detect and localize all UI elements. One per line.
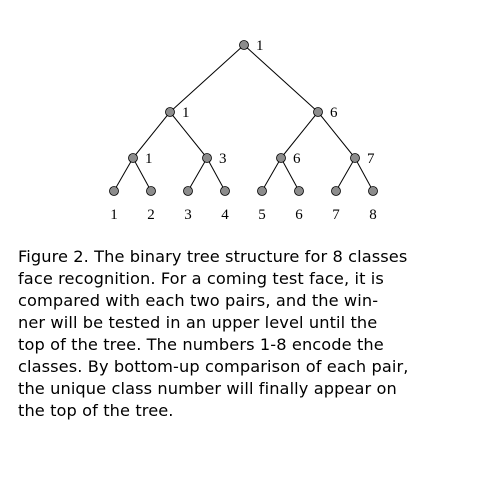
tree-leaf-node [331, 186, 341, 196]
caption-line: compared with each two pairs, and the wi… [18, 291, 379, 310]
caption-line: classes. By bottom-up comparison of each… [18, 357, 409, 376]
tree-node [165, 107, 175, 117]
node-winner-label: 1 [256, 38, 264, 54]
leaf-class-label: 2 [147, 207, 155, 223]
tree-edge [169, 111, 208, 159]
tree-edge [317, 111, 356, 159]
leaf-class-label: 6 [295, 207, 303, 223]
node-winner-label: 6 [330, 105, 338, 121]
tree-node [313, 107, 323, 117]
tree-edge [132, 111, 171, 159]
leaf-class-label: 1 [110, 207, 118, 223]
tree-edge [280, 157, 300, 192]
caption-line: the top of the tree. [18, 401, 174, 420]
caption-line: top of the tree. The numbers 1-8 encode … [18, 335, 384, 354]
tree-edge [187, 157, 208, 192]
binary-tree-diagram: 11 61 3 6 71 2 3 4 5 6 7 8 [109, 38, 378, 223]
tree-leaf-node [257, 186, 267, 196]
tree-edge [206, 157, 226, 192]
tree-node [350, 153, 360, 163]
node-winner-label: 7 [367, 151, 375, 167]
tree-edge [261, 157, 282, 192]
node-winner-label: 1 [145, 151, 153, 167]
tree-node [239, 40, 249, 50]
caption-line: the unique class number will finally app… [18, 379, 397, 398]
tree-node [276, 153, 286, 163]
tree-edge [169, 44, 245, 113]
leaf-class-label: 7 [332, 207, 340, 223]
leaf-class-label: 5 [258, 207, 266, 223]
tree-edge [132, 157, 152, 192]
tree-leaf-node [146, 186, 156, 196]
node-winner-label: 3 [219, 151, 227, 167]
tree-edge [243, 44, 319, 113]
tree-leaf-node [109, 186, 119, 196]
tree-leaf-node [220, 186, 230, 196]
tree-edge [113, 157, 134, 192]
tree-node [128, 153, 138, 163]
tree-edge [354, 157, 374, 192]
node-winner-label: 6 [293, 151, 301, 167]
tree-leaf-node [368, 186, 378, 196]
caption-line: face recognition. For a coming test face… [18, 269, 384, 288]
figure-caption: Figure 2. The binary tree structure for … [18, 246, 468, 422]
tree-leaf-node [183, 186, 193, 196]
leaf-class-label: 4 [221, 207, 229, 223]
tree-leaf-node [294, 186, 304, 196]
caption-line: Figure 2. The binary tree structure for … [18, 247, 408, 266]
tree-node [202, 153, 212, 163]
tree-edge [280, 111, 319, 159]
leaf-class-label: 8 [369, 207, 377, 223]
caption-line: ner will be tested in an upper level unt… [18, 313, 378, 332]
node-winner-label: 1 [182, 105, 190, 121]
leaf-class-label: 3 [184, 207, 192, 223]
tree-edge [335, 157, 356, 192]
